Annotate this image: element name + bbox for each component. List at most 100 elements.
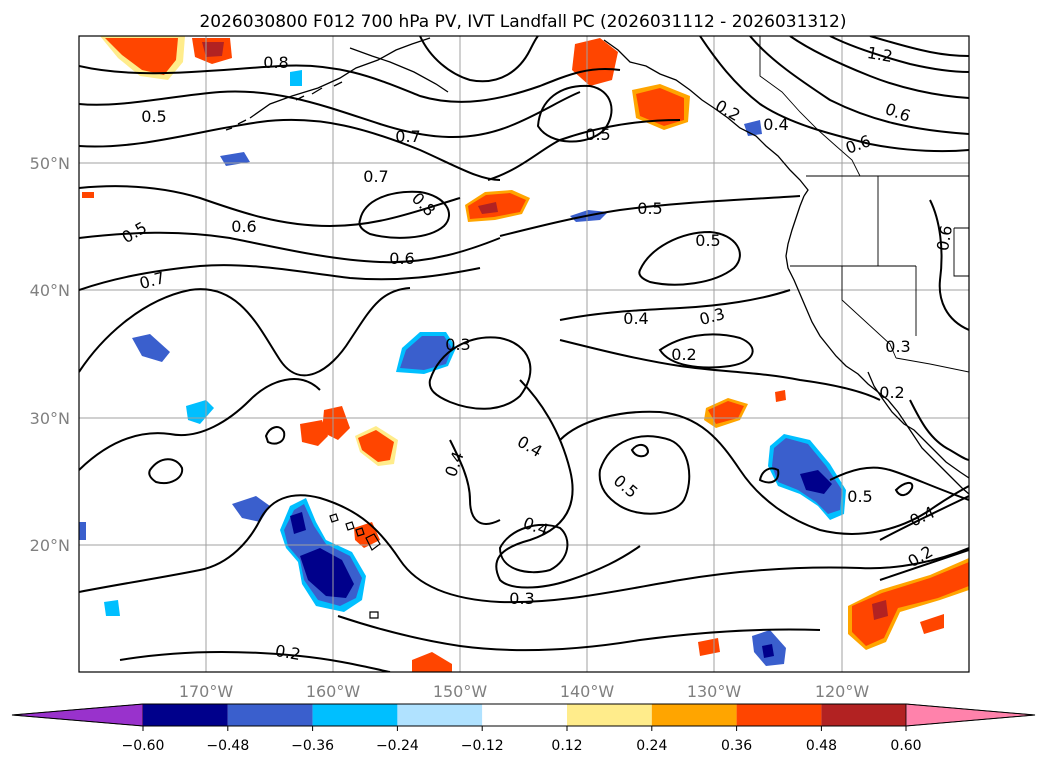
pv-contour-line bbox=[264, 426, 286, 445]
contour-label: 0.2 bbox=[671, 345, 696, 364]
graticule bbox=[79, 36, 969, 672]
colorbar-segment bbox=[651, 704, 737, 726]
colorbar-tick-label: 0.48 bbox=[806, 738, 837, 754]
map-frame bbox=[78, 35, 970, 673]
pv-anomaly-negative bbox=[79, 522, 86, 540]
colorbar-segment bbox=[397, 704, 483, 726]
pv-contour-line bbox=[829, 466, 969, 501]
pv-contour-line bbox=[79, 90, 581, 138]
colorbar-tick-label: −0.12 bbox=[461, 738, 504, 754]
island bbox=[329, 513, 339, 523]
pv-contour-line bbox=[789, 36, 969, 99]
alaska-panhandle bbox=[603, 39, 809, 197]
contour-label: 0.5 bbox=[847, 487, 872, 506]
pv-positive-anomalies bbox=[82, 36, 969, 672]
contour-label: 1.2 bbox=[866, 43, 894, 66]
alaska-coastline bbox=[349, 47, 449, 93]
pv-contour-line bbox=[559, 289, 791, 321]
hawaiian-islands bbox=[329, 513, 381, 619]
pv-anomaly-positive bbox=[82, 192, 94, 198]
pv-anomaly-positive bbox=[300, 420, 328, 446]
pv-anomaly-positive bbox=[202, 42, 224, 57]
pv-contour-line bbox=[658, 333, 754, 369]
colorbar-segment bbox=[143, 704, 228, 726]
pv-contour-line bbox=[419, 36, 539, 83]
pv-contour-line bbox=[829, 36, 969, 73]
pv-contour-line bbox=[536, 84, 613, 143]
colorbar-tick-label: 0.60 bbox=[890, 738, 921, 754]
pv-anomaly-positive bbox=[872, 600, 888, 620]
island bbox=[365, 533, 381, 551]
political-borders bbox=[759, 36, 969, 373]
lat-label: 20°N bbox=[30, 536, 70, 555]
alaska-coastline bbox=[225, 119, 247, 131]
pv-contour-line bbox=[79, 231, 501, 264]
contour-label: 0.5 bbox=[141, 107, 166, 126]
lon-label: 170°W bbox=[179, 682, 234, 701]
colorbar-tick-label: −0.48 bbox=[206, 738, 249, 754]
pv-anomaly-negative bbox=[132, 334, 170, 362]
pv-contour-line bbox=[449, 439, 501, 525]
contour-label: 0.2 bbox=[274, 641, 302, 664]
contour-label: 0.7 bbox=[395, 127, 420, 146]
pv-anomaly-positive bbox=[572, 38, 618, 86]
state-border bbox=[953, 227, 969, 277]
contour-label: 0.6 bbox=[933, 224, 956, 252]
mexico-border bbox=[895, 357, 969, 373]
contour-label: 0.3 bbox=[445, 335, 470, 354]
lat-label: 30°N bbox=[30, 409, 70, 428]
contour-label: 0.4 bbox=[763, 115, 788, 134]
pv-contour-line bbox=[428, 336, 532, 410]
pv-anomaly-positive bbox=[105, 38, 178, 75]
contour-label: 0.6 bbox=[231, 217, 256, 236]
colorbar-tick-label: −0.36 bbox=[291, 738, 334, 754]
pv-anomaly-negative bbox=[104, 600, 120, 616]
alaska-canada-border bbox=[759, 36, 861, 177]
map-panel: 0.8 0.5 0.7 0.7 0.8 0.6 0.5 0.7 0.6 0.5 … bbox=[78, 35, 970, 673]
pv-contour-line bbox=[758, 467, 780, 484]
pv-contour-line bbox=[869, 36, 969, 57]
colorbar-segment bbox=[736, 704, 822, 726]
pv-contour-line bbox=[559, 410, 969, 535]
lon-label: 140°W bbox=[560, 682, 615, 701]
pv-contour-line bbox=[495, 379, 641, 589]
colorbar-segment bbox=[482, 704, 567, 726]
pv-contour-line bbox=[79, 264, 481, 291]
colorbar-extend-low bbox=[11, 703, 144, 727]
pv-contour-line bbox=[929, 199, 969, 331]
pv-anomaly-positive bbox=[852, 562, 969, 646]
pv-contour-line bbox=[79, 287, 411, 377]
pv-anomaly-positive bbox=[322, 406, 350, 440]
colorbar-tick-label: −0.60 bbox=[122, 738, 165, 754]
colorbar-segment bbox=[227, 704, 313, 726]
pv-contour-line bbox=[894, 482, 914, 496]
pv-contour-line bbox=[148, 458, 184, 484]
baja-coastline bbox=[867, 371, 969, 479]
pv-contour-line bbox=[79, 185, 461, 228]
contour-label: 0.5 bbox=[585, 125, 610, 144]
contour-label: 0.3 bbox=[509, 589, 534, 608]
contour-label: 0.3 bbox=[885, 337, 910, 356]
pv-anomaly-positive bbox=[412, 652, 452, 672]
pv-contour-line bbox=[879, 495, 969, 541]
contour-label: 0.7 bbox=[363, 167, 388, 186]
pv-contour-line bbox=[638, 230, 741, 286]
colorbar-tick-label: −0.24 bbox=[376, 738, 419, 754]
pv-contour-line bbox=[337, 615, 821, 652]
pv-anomaly-positive bbox=[920, 614, 944, 634]
pv-contour-line bbox=[79, 494, 969, 604]
colorbar-extend-high bbox=[905, 703, 1036, 727]
pv-contour-line bbox=[79, 118, 501, 181]
contour-label: 0.2 bbox=[879, 383, 904, 402]
contour-label: 0.4 bbox=[623, 309, 648, 328]
pv-anomaly-positive bbox=[636, 88, 684, 126]
pv-anomaly-negative bbox=[300, 548, 354, 598]
contour-label: 0.5 bbox=[637, 199, 662, 218]
lat-label: 40°N bbox=[30, 281, 70, 300]
state-border bbox=[841, 266, 897, 359]
colorbar-segment bbox=[312, 704, 398, 726]
pv-anomaly-positive bbox=[358, 430, 394, 462]
pv-contour-line bbox=[79, 378, 321, 471]
bc-coastline bbox=[785, 195, 969, 495]
